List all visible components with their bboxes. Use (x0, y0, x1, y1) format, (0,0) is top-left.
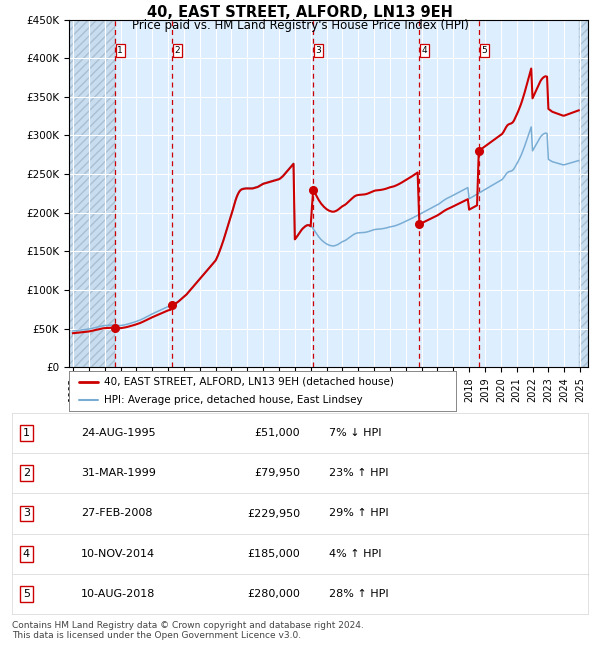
Text: £79,950: £79,950 (254, 468, 300, 478)
Text: 1: 1 (117, 46, 123, 55)
Text: 10-NOV-2014: 10-NOV-2014 (81, 549, 155, 559)
Text: Contains HM Land Registry data © Crown copyright and database right 2024.
This d: Contains HM Land Registry data © Crown c… (12, 621, 364, 640)
Text: £229,950: £229,950 (247, 508, 300, 519)
Text: 28% ↑ HPI: 28% ↑ HPI (329, 589, 388, 599)
Text: 3: 3 (23, 508, 30, 519)
Text: 23% ↑ HPI: 23% ↑ HPI (329, 468, 388, 478)
Text: £185,000: £185,000 (247, 549, 300, 559)
Text: 7% ↓ HPI: 7% ↓ HPI (329, 428, 382, 438)
Text: 1: 1 (23, 428, 30, 438)
Text: 29% ↑ HPI: 29% ↑ HPI (329, 508, 388, 519)
Text: £280,000: £280,000 (247, 589, 300, 599)
Text: 2: 2 (23, 468, 30, 478)
Text: 24-AUG-1995: 24-AUG-1995 (81, 428, 156, 438)
Text: 40, EAST STREET, ALFORD, LN13 9EH (detached house): 40, EAST STREET, ALFORD, LN13 9EH (detac… (104, 377, 394, 387)
Text: 4% ↑ HPI: 4% ↑ HPI (329, 549, 382, 559)
Text: 2: 2 (175, 46, 180, 55)
Text: 3: 3 (316, 46, 321, 55)
Text: 5: 5 (23, 589, 30, 599)
Text: 5: 5 (481, 46, 487, 55)
Text: 40, EAST STREET, ALFORD, LN13 9EH: 40, EAST STREET, ALFORD, LN13 9EH (147, 5, 453, 20)
Text: Price paid vs. HM Land Registry's House Price Index (HPI): Price paid vs. HM Land Registry's House … (131, 20, 469, 32)
Text: 4: 4 (422, 46, 427, 55)
Text: £51,000: £51,000 (254, 428, 300, 438)
Text: 10-AUG-2018: 10-AUG-2018 (81, 589, 155, 599)
Text: 27-FEB-2008: 27-FEB-2008 (81, 508, 152, 519)
Text: HPI: Average price, detached house, East Lindsey: HPI: Average price, detached house, East… (104, 395, 362, 406)
Text: 4: 4 (23, 549, 30, 559)
Text: 31-MAR-1999: 31-MAR-1999 (81, 468, 156, 478)
